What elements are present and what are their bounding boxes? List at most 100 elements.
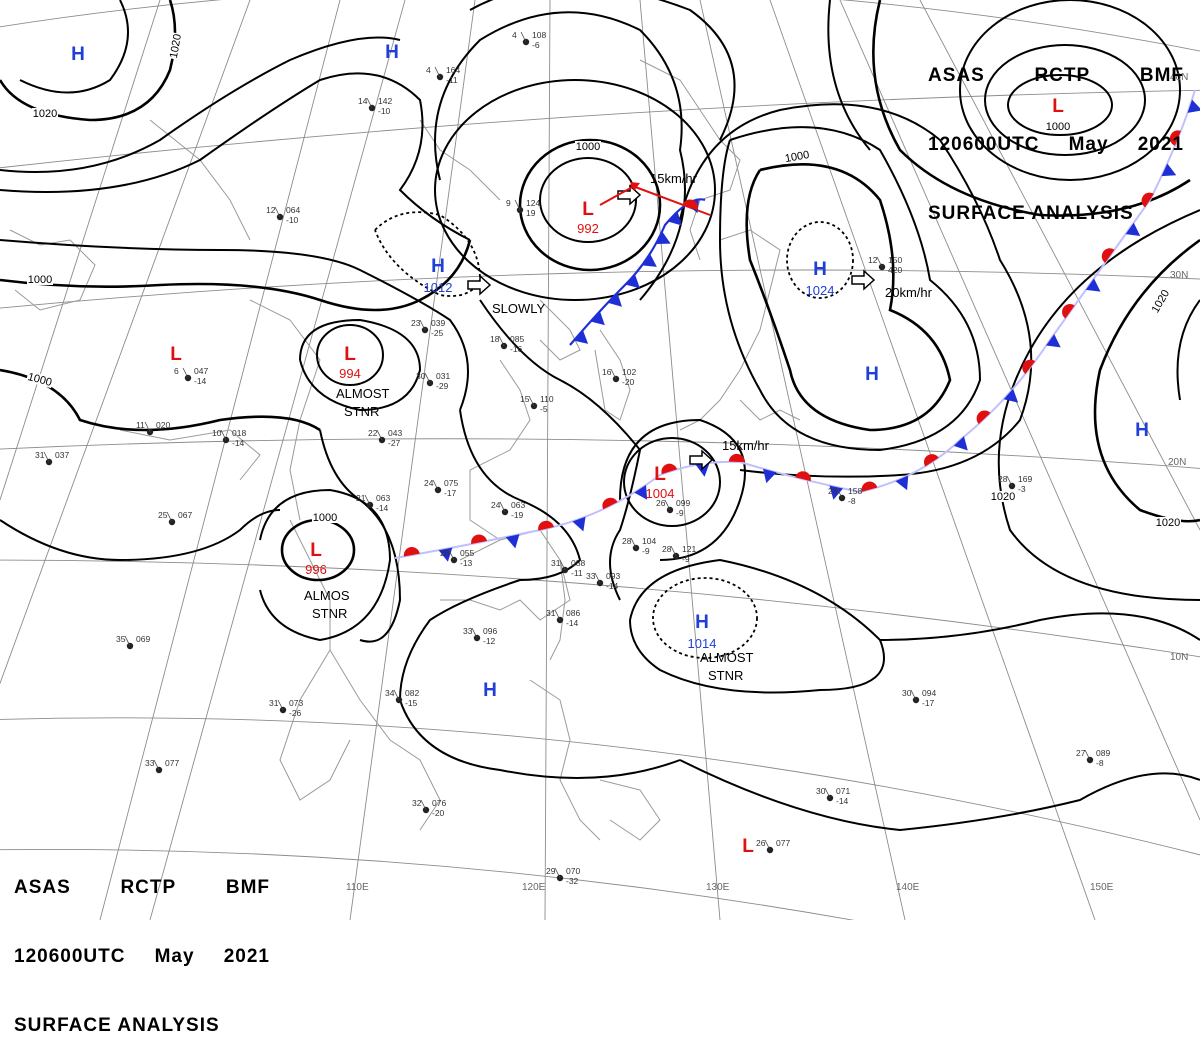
- station-tendency: 19: [526, 208, 536, 218]
- station-temperature: 23: [411, 318, 421, 328]
- movement-label: 15km/hr: [650, 171, 698, 186]
- station-pressure: 075: [444, 478, 458, 488]
- station-tendency: -9: [676, 508, 684, 518]
- station-temperature: 26: [656, 498, 666, 508]
- station-temperature: 26: [828, 486, 838, 496]
- header-month: May: [1069, 133, 1109, 156]
- station-tendency: -8: [848, 496, 856, 506]
- station-pressure: 158: [848, 486, 862, 496]
- isobar-label: 1000: [313, 512, 337, 524]
- station-pressure: 067: [178, 510, 192, 520]
- station-temperature: 26: [440, 548, 450, 558]
- stationary-note: ALMOS: [304, 588, 350, 603]
- station-temperature: 12: [266, 205, 276, 215]
- header-top-right: ASAS RCTP BMF 120600UTC May 2021 SURFACE…: [928, 18, 1184, 248]
- station-pressure: 121: [682, 544, 696, 554]
- high-pressure-marker: H: [1135, 420, 1149, 441]
- station-tendency: -27: [388, 438, 401, 448]
- station-pressure: 089: [1096, 748, 1110, 758]
- station-pressure: 142: [378, 96, 392, 106]
- header-time: 120600UTC: [928, 133, 1039, 156]
- station-temperature: 21: [356, 493, 366, 503]
- stationary-note: STNR: [312, 606, 347, 621]
- station-temperature: 24: [491, 500, 501, 510]
- station-temperature: 6: [174, 366, 179, 376]
- station-temperature: 31: [551, 558, 561, 568]
- station-temperature: 26: [756, 838, 766, 848]
- station-temperature: 32: [412, 798, 422, 808]
- header-title: SURFACE ANALYSIS: [928, 202, 1184, 225]
- station-pressure: 169: [1018, 474, 1032, 484]
- station-temperature: 24: [424, 478, 434, 488]
- station-pressure: 088: [571, 558, 585, 568]
- isobar-label: 1020: [991, 491, 1015, 503]
- station-tendency: -17: [922, 698, 935, 708]
- station-tendency: -19: [511, 510, 524, 520]
- station-tendency: -14: [232, 438, 245, 448]
- high-pressure-marker: H: [431, 256, 445, 277]
- station-pressure: 071: [836, 786, 850, 796]
- station-tendency: -20: [622, 377, 635, 387]
- high-pressure-marker: H: [695, 612, 709, 633]
- station-tendency: -11: [571, 568, 583, 578]
- station-pressure: 094: [922, 688, 936, 698]
- station-tendency: -3: [1018, 484, 1026, 494]
- movement-label: SLOWLY: [492, 301, 546, 316]
- low-pressure-marker: L: [310, 540, 322, 561]
- station-pressure: 064: [286, 205, 300, 215]
- station-pressure: 093: [606, 571, 620, 581]
- low-pressure-value: 992: [577, 221, 599, 236]
- low-pressure-marker: L: [654, 464, 666, 485]
- station-pressure: 099: [676, 498, 690, 508]
- high-pressure-value: 1024: [806, 283, 835, 298]
- station-temperature: 33: [463, 626, 473, 636]
- isobar-label: 1000: [28, 274, 52, 286]
- station-tendency: -14: [194, 376, 207, 386]
- station-temperature: 27: [1076, 748, 1086, 758]
- station-temperature: 30: [902, 688, 912, 698]
- longitude-label: 140E: [896, 882, 920, 893]
- station-pressure: 031: [436, 371, 450, 381]
- latitude-label: 20N: [1168, 457, 1186, 468]
- low-pressure-value: 996: [305, 562, 327, 577]
- station-pressure: 069: [136, 634, 150, 644]
- station-tendency: -14: [566, 618, 579, 628]
- station-temperature: 30: [816, 786, 826, 796]
- station-tendency: -13: [460, 558, 473, 568]
- station-pressure: 076: [432, 798, 446, 808]
- station-pressure: 085: [510, 334, 524, 344]
- low-pressure-marker: L: [582, 199, 594, 220]
- isobar-label: 1020: [1156, 517, 1180, 529]
- high-pressure-marker: H: [813, 259, 827, 280]
- station-temperature: 28: [622, 536, 632, 546]
- station-temperature: 28: [662, 544, 672, 554]
- station-pressure: 047: [194, 366, 208, 376]
- station-tendency: -5: [540, 404, 548, 414]
- station-pressure: 063: [376, 493, 390, 503]
- latitude-label: 10N: [1170, 652, 1188, 663]
- station-temperature: 15: [520, 394, 530, 404]
- station-pressure: 043: [388, 428, 402, 438]
- station-temperature: 22: [368, 428, 378, 438]
- high-pressure-value: 1012: [424, 280, 453, 295]
- header-bottom-left: ASAS RCTP BMF 120600UTC May 2021 SURFACE…: [14, 830, 270, 1060]
- station-temperature: 14: [358, 96, 368, 106]
- header-code: BMF: [1140, 64, 1184, 87]
- station-pressure: 150: [888, 255, 902, 265]
- longitude-label: 120E: [522, 882, 546, 893]
- header-time: 120600UTC: [14, 945, 125, 968]
- station-temperature: 29: [546, 866, 556, 876]
- station-pressure: 039: [431, 318, 445, 328]
- header-year: 2021: [1138, 133, 1184, 156]
- station-temperature: 4: [512, 30, 517, 40]
- header-code: BMF: [226, 876, 270, 899]
- station-temperature: 33: [586, 571, 596, 581]
- movement-label: 20km/hr: [885, 285, 933, 300]
- station-tendency: 420: [888, 265, 902, 275]
- header-month: May: [155, 945, 195, 968]
- station-pressure: 110: [540, 394, 554, 404]
- isobar-label: 1000: [576, 141, 600, 153]
- header-title: SURFACE ANALYSIS: [14, 1014, 270, 1037]
- station-temperature: 31: [35, 450, 45, 460]
- high-pressure-marker: H: [483, 680, 497, 701]
